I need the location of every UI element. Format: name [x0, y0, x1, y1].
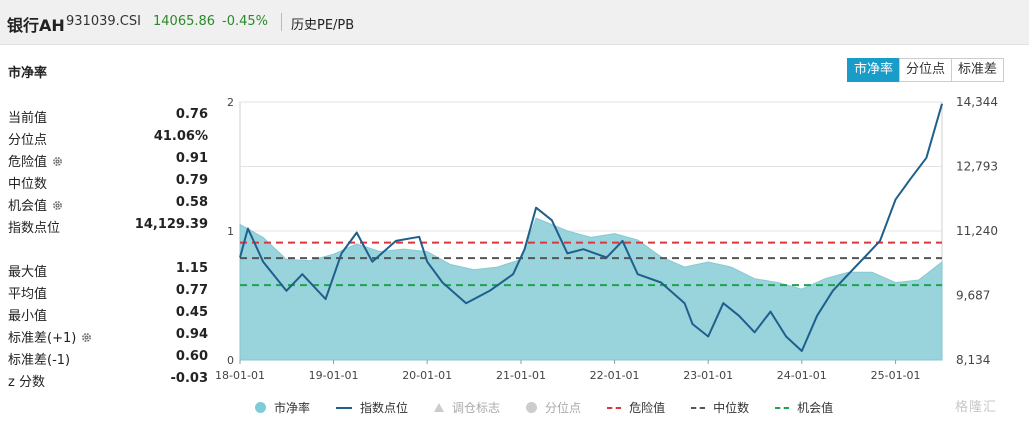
stat-value: 0.58 — [175, 195, 208, 210]
stat-label: 当前值 — [8, 111, 48, 126]
stat-value: 0.60 — [175, 349, 208, 364]
legend-label: 分位点 — [545, 401, 582, 415]
gear-icon[interactable] — [52, 200, 63, 211]
stat-row-current: 当前值 0.76 — [8, 104, 208, 126]
x-axis-tick-label: 21-01-01 — [496, 369, 546, 382]
x-axis-tick-label: 20-01-01 — [402, 369, 452, 382]
stat-value: 14,129.39 — [134, 217, 208, 232]
stat-label: 标准差(+1) — [8, 331, 77, 346]
stat-label: 最大值 — [8, 265, 48, 280]
right-axis-tick-label: 9,687 — [956, 289, 990, 303]
stat-row-median: 中位数 0.79 — [8, 170, 208, 192]
legend-dash-icon — [607, 406, 622, 409]
stat-row-mean: 平均值 0.77 — [8, 280, 208, 302]
tab-percentile[interactable]: 分位点 — [899, 58, 953, 82]
legend-dot-icon — [526, 402, 538, 413]
legend-item-rebalance[interactable]: 调仓标志 — [434, 399, 500, 416]
right-axis-tick-label: 14,344 — [956, 95, 998, 109]
stat-row-index-level: 指数点位 14,129.39 — [8, 214, 208, 236]
tab-pb[interactable]: 市净率 — [847, 58, 901, 82]
stat-row-std-plus: 标准差(+1) 0.94 — [8, 324, 208, 346]
legend-dot-icon — [255, 402, 266, 413]
index-level-line — [239, 103, 943, 352]
stat-row-zscore: z 分数 -0.03 — [8, 368, 208, 390]
index-name: 银行AH — [7, 16, 65, 35]
stat-label: 分位点 — [8, 133, 48, 148]
legend-line-icon — [336, 406, 353, 409]
stat-value: 41.06% — [153, 129, 208, 144]
legend-label: 机会值 — [797, 401, 834, 415]
stat-value: 0.91 — [175, 151, 208, 166]
legend-item-pb[interactable]: 市净率 — [255, 399, 310, 416]
right-axis-tick-label: 12,793 — [956, 160, 998, 174]
x-axis-tick-label: 25-01-01 — [871, 369, 921, 382]
legend-item-danger[interactable]: 危险值 — [607, 399, 665, 416]
x-axis-tick-label: 22-01-01 — [590, 369, 640, 382]
x-axis-tick-label: 18-01-01 — [215, 369, 265, 382]
stat-row-opportunity: 机会值 0.58 — [8, 192, 208, 214]
valuation-mode-link[interactable]: 历史PE/PB — [291, 18, 355, 33]
left-axis-tick-label: 1 — [227, 225, 234, 238]
right-axis-tick-label: 8,134 — [956, 353, 990, 367]
stat-row-std-minus: 标准差(-1) 0.60 — [8, 346, 208, 368]
metric-tabs: 市净率 分位点 标准差 — [847, 58, 1005, 82]
stat-label: 标准差(-1) — [8, 353, 71, 368]
stat-value: 1.15 — [175, 261, 208, 276]
stat-label: 指数点位 — [8, 221, 61, 236]
stat-row-min: 最小值 0.45 — [8, 302, 208, 324]
x-axis-tick-label: 23-01-01 — [683, 369, 733, 382]
legend-dash-icon — [691, 406, 706, 409]
left-axis-tick-label: 0 — [227, 354, 234, 367]
stat-value: 0.79 — [175, 173, 208, 188]
stat-row-max: 最大值 1.15 — [8, 258, 208, 280]
legend-label: 市净率 — [274, 401, 311, 415]
stat-row-percentile: 分位点 41.06% — [8, 126, 208, 148]
index-header: 银行AH 931039.CSI 14065.86 -0.45% 历史PE/PB — [0, 0, 1029, 45]
legend-label: 调仓标志 — [452, 401, 501, 415]
stat-value: 0.77 — [175, 283, 208, 298]
legend-label: 指数点位 — [360, 401, 409, 415]
legend-label: 危险值 — [629, 401, 666, 415]
stat-row-danger: 危险值 0.91 — [8, 148, 208, 170]
stat-label: 平均值 — [8, 287, 48, 302]
index-code: 931039.CSI — [66, 14, 141, 29]
legend-item-index[interactable]: 指数点位 — [336, 399, 408, 416]
header-divider — [281, 13, 282, 31]
gear-icon[interactable] — [52, 156, 63, 167]
section-title: 市净率 — [8, 66, 48, 81]
stat-value: 0.76 — [175, 107, 208, 122]
stat-value: -0.03 — [170, 371, 208, 386]
legend-label: 中位数 — [713, 401, 750, 415]
stats-panel: 当前值 0.76 分位点 41.06% 危险值 0.91 中位数 0.79 机会… — [8, 104, 208, 390]
x-axis-tick-label: 24-01-01 — [777, 369, 827, 382]
index-change: -0.45% — [222, 14, 268, 29]
pb-area-series — [239, 217, 943, 361]
stat-label: z 分数 — [8, 375, 45, 390]
left-axis-tick-label: 2 — [227, 96, 234, 109]
index-price: 14065.86 — [153, 14, 216, 29]
watermark-logo: 格隆汇 — [955, 400, 998, 415]
legend-item-percentile[interactable]: 分位点 — [526, 399, 581, 416]
stat-value: 0.45 — [175, 305, 208, 320]
stat-label: 最小值 — [8, 309, 48, 324]
legend-item-opportunity[interactable]: 机会值 — [775, 399, 833, 416]
chart-legend: 市净率 指数点位 调仓标志 分位点 危险值 中位数 机会值 — [255, 399, 859, 416]
tab-std-dev[interactable]: 标准差 — [951, 58, 1005, 82]
legend-item-median[interactable]: 中位数 — [691, 399, 749, 416]
triangle-icon — [434, 403, 445, 412]
stat-label: 中位数 — [8, 177, 48, 192]
stat-label: 机会值 — [8, 199, 48, 214]
gear-icon[interactable] — [81, 332, 92, 343]
stat-value: 0.94 — [175, 327, 208, 342]
x-axis-tick-label: 19-01-01 — [309, 369, 359, 382]
right-axis-tick-label: 11,240 — [956, 224, 998, 238]
legend-dash-icon — [775, 406, 790, 409]
stat-label: 危险值 — [8, 155, 48, 170]
